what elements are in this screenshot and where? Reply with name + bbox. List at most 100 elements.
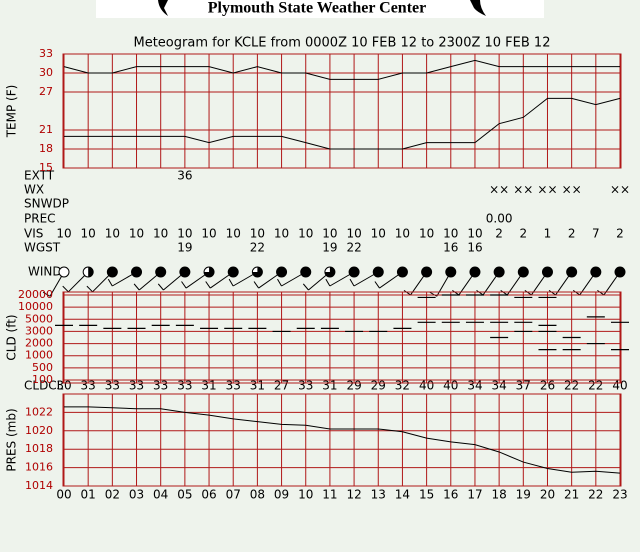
x-tick-label: 06: [201, 488, 216, 502]
wind-feather: [500, 289, 508, 296]
x-tick-label: 08: [250, 488, 265, 502]
row-label: WX: [24, 183, 44, 197]
row-value: 10: [274, 227, 289, 241]
sky-cover: [614, 266, 626, 278]
row-value: 31: [201, 379, 216, 393]
sky-cover: [131, 266, 143, 278]
row-value: 10: [201, 227, 216, 241]
wind-feather: [157, 283, 164, 291]
row-value: 33: [177, 379, 192, 393]
header-title: Plymouth State Weather Center: [208, 0, 426, 17]
wind-feather: [572, 289, 581, 296]
row-label: WIND: [28, 265, 62, 279]
x-tick-label: 09: [274, 488, 289, 502]
y-tick-label: 1000: [25, 349, 53, 362]
x-tick-label: 01: [81, 488, 96, 502]
row-value: 10: [153, 227, 168, 241]
row-label: SNWDP: [24, 197, 69, 211]
wind-feather: [302, 283, 309, 291]
wind-feather: [62, 285, 69, 293]
wind-feather: [597, 289, 605, 296]
x-tick-label: 15: [419, 488, 434, 502]
sky-cover: [566, 266, 578, 278]
data-line: [64, 406, 621, 474]
x-tick-label: 04: [153, 488, 168, 502]
row-value: 19: [322, 241, 337, 255]
y-tick-label: 1018: [25, 442, 53, 455]
y-tick-label: 100: [32, 373, 53, 386]
y-tick-label: 500: [32, 361, 53, 374]
row-value: 10: [105, 227, 120, 241]
wind-barb: [281, 274, 302, 287]
x-tick-label: 05: [177, 488, 192, 502]
x-tick-label: 12: [346, 488, 361, 502]
y-tick-label: 1014: [25, 479, 53, 492]
wind-feather: [349, 278, 355, 287]
row-value: 22: [250, 241, 265, 255]
row-value: 10: [250, 227, 265, 241]
wind-feather: [325, 278, 331, 287]
row-value: 2: [616, 227, 624, 241]
wind-feather: [374, 281, 380, 289]
row-value: 10: [467, 227, 482, 241]
x-tick-label: 17: [467, 488, 482, 502]
row-value: 10: [395, 227, 410, 241]
row-value: 10: [322, 227, 337, 241]
sky-cover: [445, 266, 457, 278]
wind-barb: [436, 276, 449, 297]
y-tick-label: 15: [39, 161, 53, 174]
sky-cover: [300, 266, 312, 278]
row-value: 31: [322, 379, 337, 393]
row-value: 0.00: [486, 212, 513, 226]
y-tick-label: 1022: [25, 405, 53, 418]
row-value: 33: [105, 379, 120, 393]
row-value: 34: [491, 379, 506, 393]
row-value: 31: [250, 379, 265, 393]
wind-feather: [476, 289, 484, 296]
x-tick-label: 23: [612, 488, 627, 502]
row-value: 26: [540, 379, 555, 393]
wind-feather: [277, 278, 282, 287]
wind-feather: [228, 278, 234, 287]
x-tick-label: 22: [588, 488, 603, 502]
row-value: 10: [443, 227, 458, 241]
sky-cover: [179, 266, 191, 278]
x-tick-label: 16: [443, 488, 458, 502]
row-value: 2: [495, 227, 503, 241]
row-value: 33: [153, 379, 168, 393]
wind-barb: [163, 274, 182, 291]
row-value: 29: [346, 379, 361, 393]
row-value: ××: [537, 183, 557, 197]
row-value: ××: [610, 183, 630, 197]
x-tick-label: 19: [516, 488, 531, 502]
wind-feather: [181, 281, 187, 289]
sky-cover: [517, 266, 529, 278]
wind-barb: [379, 274, 399, 289]
wind-feather: [205, 281, 211, 289]
sky-cover: [58, 266, 70, 278]
row-value: 10: [129, 227, 144, 241]
sky-cover: [348, 266, 360, 278]
x-tick-label: 14: [395, 488, 410, 502]
y-tick-label: 3000: [25, 324, 53, 337]
row-value: 40: [612, 379, 627, 393]
y-tick-label: 18: [39, 142, 53, 155]
x-tick-label: 18: [491, 488, 506, 502]
row-value: 30: [56, 379, 71, 393]
row-value: 32: [395, 379, 410, 393]
data-line: [63, 59, 620, 80]
wind-barb: [49, 276, 62, 297]
row-label: PREC: [24, 212, 56, 226]
wind-feather: [429, 291, 438, 297]
wind-feather: [253, 281, 260, 289]
row-value: 2: [568, 227, 576, 241]
row-value: 16: [467, 241, 482, 255]
x-tick-label: 00: [56, 488, 71, 502]
row-value: 22: [564, 379, 579, 393]
wind-barb: [232, 274, 254, 287]
y-axis-title: TEMP (F): [5, 85, 19, 139]
y-tick-label: 27: [39, 85, 53, 98]
y-tick-label: 20000: [18, 288, 53, 301]
x-tick-label: 20: [540, 488, 555, 502]
